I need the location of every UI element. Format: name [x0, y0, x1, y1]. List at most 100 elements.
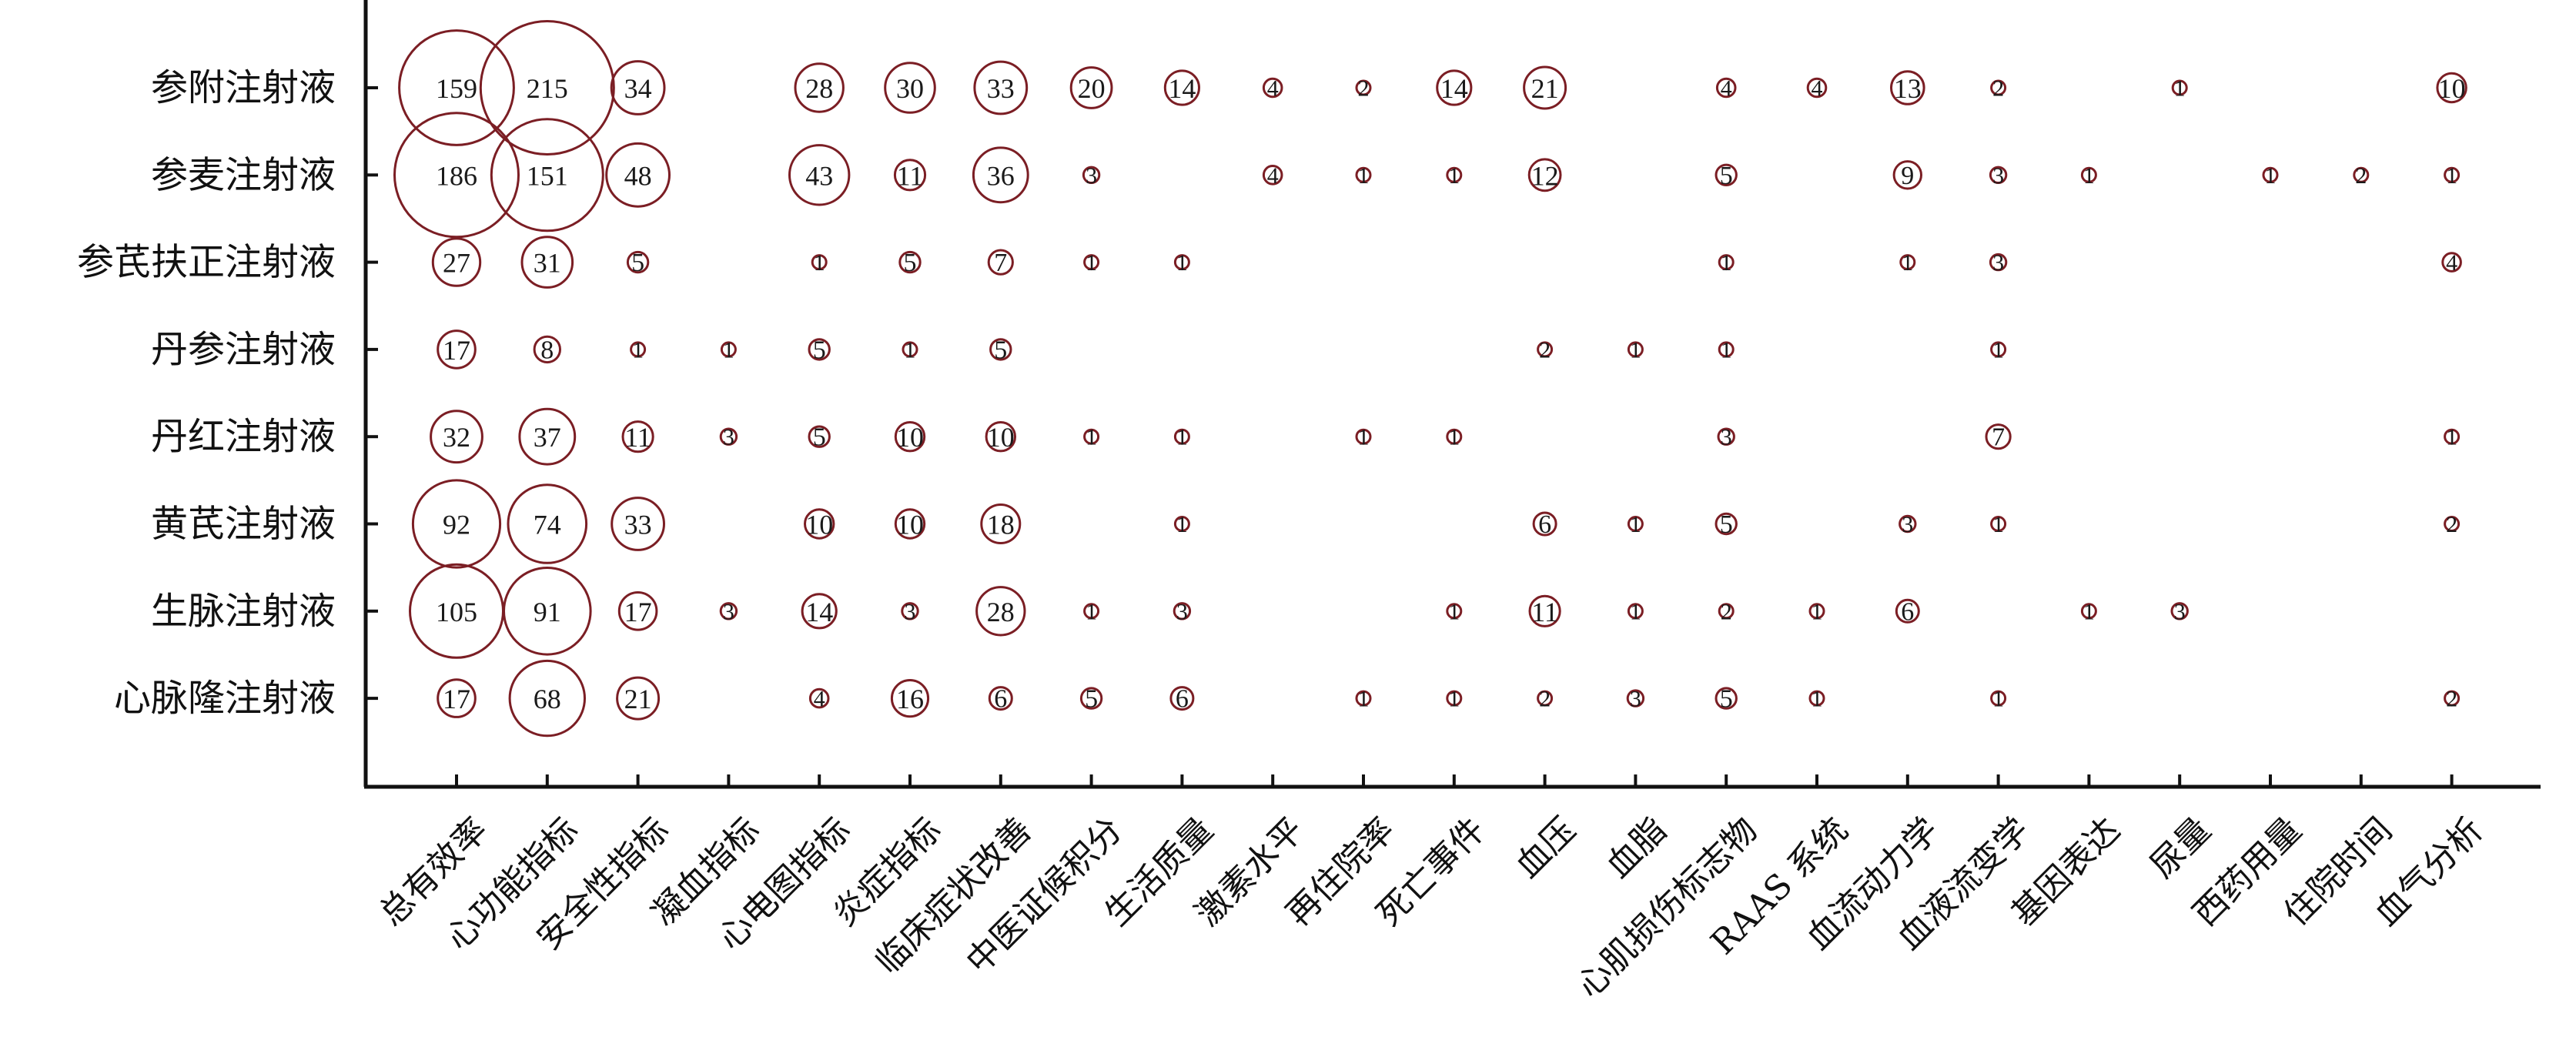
bubble — [804, 508, 835, 540]
bubble — [972, 146, 1029, 204]
bubble — [788, 144, 851, 206]
bubble-value-label: 3 — [2174, 599, 2186, 624]
bubble-value-label: 92 — [443, 510, 470, 540]
bubble — [1718, 603, 1735, 620]
bubble — [2170, 602, 2189, 620]
bubble-value-label: 159 — [436, 73, 477, 104]
bubble — [1262, 165, 1283, 186]
bubble-value-label: 3 — [1630, 687, 1641, 712]
bubble-value-label: 7 — [1992, 423, 2005, 452]
y-tick-label: 心脉隆注射液 — [114, 677, 336, 720]
bubble — [988, 686, 1013, 711]
bubble-value-label: 4 — [1267, 76, 1279, 102]
x-tick-label: 血压 — [1508, 810, 1584, 885]
y-tick-label: 参附注射液 — [151, 66, 336, 109]
bubble — [1627, 341, 1644, 358]
bubble — [430, 410, 483, 464]
bubble — [1808, 603, 1825, 620]
bubble-value-label: 5 — [1720, 685, 1733, 714]
bubble — [808, 338, 831, 361]
bubble — [1523, 65, 1567, 110]
bubble — [894, 508, 926, 540]
bubble-value-label: 1 — [1721, 337, 1732, 363]
bubble-value-label: 1 — [1812, 599, 1823, 624]
bubble — [630, 341, 647, 358]
bubble-value-label: 2 — [2446, 512, 2457, 537]
bubble-value-label: 48 — [624, 160, 652, 191]
bubble — [1717, 427, 1735, 446]
bubble-value-label: 10 — [2438, 73, 2466, 104]
bubble-value-label: 8 — [540, 336, 554, 364]
bubble — [2353, 166, 2370, 183]
bubble — [2080, 603, 2097, 620]
bubble — [1537, 690, 1554, 707]
bubble-value-label: 1 — [2083, 599, 2095, 624]
bubble-value-label: 21 — [1531, 73, 1559, 104]
bubble-value-label: 31 — [534, 248, 561, 279]
bubble-value-label: 91 — [534, 597, 561, 627]
bubble — [1895, 598, 1920, 624]
bubble — [2441, 252, 2462, 273]
bubble-value-label: 2 — [1539, 687, 1551, 712]
bubble — [503, 567, 592, 656]
bubble-value-label: 27 — [443, 248, 470, 279]
bubble — [1173, 254, 1190, 271]
bubble — [1718, 254, 1735, 271]
bubble-value-label: 5 — [1720, 162, 1733, 190]
bubble — [1989, 253, 2008, 272]
x-tick-label: 尿量 — [2143, 810, 2218, 885]
bubble-value-label: 33 — [987, 73, 1015, 104]
bubble-value-label: 215 — [527, 73, 568, 104]
bubble — [508, 659, 586, 738]
bubble-value-label: 1 — [723, 337, 734, 363]
bubble — [1436, 69, 1473, 106]
bubble-value-label: 1 — [1176, 250, 1188, 276]
bubble — [719, 427, 738, 446]
bubble — [985, 421, 1017, 453]
bubble-value-label: 1 — [1176, 425, 1188, 450]
bubble-value-label: 11 — [897, 160, 924, 191]
bubble-value-label: 1 — [1630, 599, 1641, 624]
bubble-value-label: 1 — [905, 337, 916, 363]
bubble-value-label: 74 — [534, 510, 561, 540]
bubble — [610, 60, 666, 115]
bubble — [1806, 77, 1828, 99]
bubble-value-label: 3 — [1992, 163, 2004, 189]
bubble-value-label: 2 — [1992, 76, 2004, 102]
bubble-value-label: 2 — [1721, 599, 1732, 624]
bubble-value-label: 1 — [1176, 512, 1188, 537]
bubble — [1173, 602, 1192, 620]
bubble-value-label: 32 — [443, 422, 470, 453]
y-tick-label: 生脉注射液 — [151, 590, 336, 633]
bubble-value-label: 6 — [994, 685, 1007, 714]
bubble-value-label: 9 — [1901, 162, 1914, 190]
bubble — [1718, 341, 1735, 358]
bubble-value-label: 34 — [624, 73, 652, 104]
bubble — [398, 29, 515, 146]
bubble — [1355, 166, 1372, 183]
bubble — [1262, 77, 1283, 99]
bubble-value-label: 2 — [1539, 337, 1551, 363]
bubble — [1082, 166, 1101, 185]
y-tick-label: 黄芪注射液 — [151, 503, 336, 546]
bubble — [890, 679, 930, 718]
bubble — [719, 602, 738, 620]
bubble — [1446, 428, 1463, 445]
bubble-value-label: 17 — [624, 597, 652, 627]
bubble — [1355, 690, 1372, 707]
bubble — [1985, 423, 2012, 450]
bubble — [1990, 341, 2007, 358]
bubble-value-label: 2 — [1358, 76, 1370, 102]
x-tick-label: 血脂 — [1599, 810, 1674, 885]
bubble — [794, 62, 845, 113]
bubble — [1069, 66, 1113, 109]
bubble-value-label: 1 — [1086, 250, 1097, 276]
y-axis-labels: 参附注射液参麦注射液参芪扶正注射液丹参注射液丹红注射液黄芪注射液生脉注射液心脉隆… — [77, 66, 336, 720]
bubble — [1626, 689, 1645, 707]
bubble-value-label: 14 — [805, 597, 833, 627]
bubble-value-label: 37 — [534, 422, 561, 453]
bubble — [1990, 690, 2007, 707]
bubble-value-label: 6 — [1901, 597, 1914, 626]
bubble-value-label: 3 — [1721, 425, 1732, 450]
bubble-value-label: 3 — [1992, 250, 2004, 276]
